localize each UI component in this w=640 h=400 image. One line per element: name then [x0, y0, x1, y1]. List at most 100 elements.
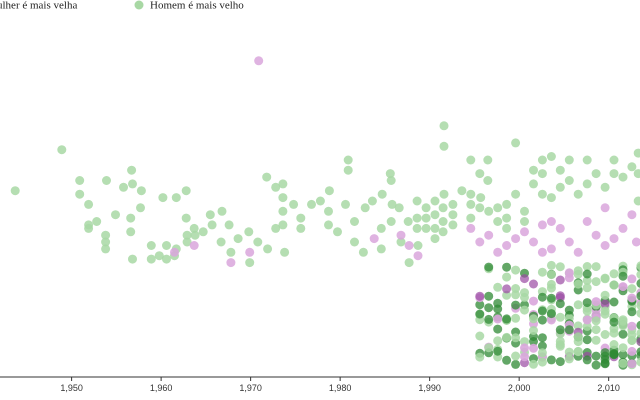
man-older-dot: [146, 254, 156, 264]
man-older-dot: [484, 206, 494, 216]
man-older-dot: [493, 324, 503, 334]
man-older-dot: [438, 203, 448, 213]
man-older-dot: [537, 189, 547, 199]
woman-older-dot: [502, 241, 512, 250]
man-older-dot: [555, 165, 565, 175]
man-older-dot: [511, 265, 521, 275]
man-older-dot: [182, 237, 192, 247]
man-older-dot: [182, 230, 192, 240]
man-older-dot: [609, 324, 619, 333]
man-older-dot: [591, 277, 601, 287]
man-older-dot: [546, 293, 556, 303]
man-older-dot: [511, 313, 521, 323]
man-older-dot: [493, 346, 503, 356]
man-older-dot: [582, 321, 592, 331]
man-older-dot: [158, 193, 168, 203]
man-older-dot: [564, 305, 574, 315]
man-older-dot: [483, 155, 493, 165]
man-older-dot: [483, 176, 493, 185]
man-older-dot: [502, 332, 512, 342]
man-older-dot: [546, 309, 556, 319]
man-older-dot: [128, 179, 137, 189]
man-older-dot: [430, 196, 440, 206]
woman-older-dot: [254, 56, 264, 66]
man-older-dot: [564, 176, 574, 185]
man-older-dot: [582, 306, 592, 316]
man-older-dot: [367, 196, 377, 206]
woman-older-dot: [600, 299, 610, 309]
man-older-dot: [421, 213, 431, 223]
man-older-dot: [57, 145, 67, 155]
man-older-dot: [502, 355, 512, 365]
man-older-dot: [618, 321, 628, 331]
man-older-dot: [609, 349, 619, 359]
man-older-dot: [555, 336, 565, 346]
man-older-dot: [343, 155, 353, 165]
man-older-dot: [573, 300, 583, 310]
man-older-dot: [493, 282, 503, 292]
man-older-dot: [511, 284, 521, 293]
woman-older-dot: [396, 230, 406, 240]
woman-older-dot: [475, 291, 485, 301]
man-older-dot: [386, 176, 396, 185]
man-older-dot: [233, 234, 243, 244]
woman-older-dot: [520, 343, 529, 353]
man-older-dot: [591, 262, 601, 272]
woman-older-dot: [627, 321, 637, 331]
man-older-dot: [315, 196, 325, 206]
man-older-dot: [591, 351, 601, 361]
man-older-dot: [618, 271, 628, 281]
woman-older-dot: [591, 230, 601, 240]
man-older-dot: [555, 312, 565, 322]
man-older-dot: [439, 141, 449, 151]
woman-older-dot: [245, 247, 255, 257]
woman-older-dot: [475, 237, 485, 247]
woman-older-dot: [520, 274, 529, 284]
man-older-dot: [493, 336, 503, 346]
man-older-dot: [448, 199, 458, 209]
man-older-dot: [102, 176, 111, 185]
man-older-dot: [484, 303, 494, 313]
man-older-dot: [520, 292, 529, 302]
man-older-dot: [493, 298, 503, 308]
man-older-dot: [439, 121, 449, 131]
man-older-dot: [341, 199, 350, 209]
man-older-dot: [466, 213, 476, 223]
man-older-dot: [126, 213, 136, 223]
man-older-dot: [484, 291, 494, 301]
man-older-dot: [244, 227, 254, 237]
man-older-dot: [376, 244, 386, 254]
man-older-dot: [511, 300, 521, 310]
man-older-dot: [350, 237, 359, 247]
woman-older-dot: [537, 247, 547, 257]
man-older-dot: [278, 220, 288, 230]
man-older-dot: [564, 354, 574, 364]
man-older-dot: [475, 352, 485, 362]
man-older-dot: [591, 325, 601, 335]
woman-older-dot: [618, 282, 628, 292]
man-older-dot: [386, 217, 396, 226]
man-older-dot: [84, 223, 94, 233]
points-layer: [10, 56, 640, 370]
man-older-dot: [582, 262, 592, 271]
man-older-dot: [537, 357, 547, 367]
man-older-dot: [636, 261, 640, 271]
man-older-dot: [582, 298, 592, 308]
man-older-dot: [520, 337, 529, 347]
man-older-dot: [333, 227, 342, 237]
man-older-dot: [154, 251, 164, 261]
man-older-dot: [591, 335, 601, 345]
man-older-dot: [627, 307, 637, 317]
man-older-dot: [555, 325, 565, 335]
man-older-dot: [627, 162, 637, 172]
man-older-dot: [262, 172, 272, 182]
woman-older-dot: [520, 227, 529, 237]
man-older-dot: [609, 280, 619, 290]
man-older-dot: [546, 152, 556, 161]
man-older-dot: [555, 357, 565, 367]
man-older-dot: [546, 270, 556, 280]
woman-older-dot: [226, 258, 236, 268]
man-older-dot: [385, 169, 395, 179]
man-older-dot: [520, 217, 529, 226]
man-older-dot: [609, 340, 619, 349]
